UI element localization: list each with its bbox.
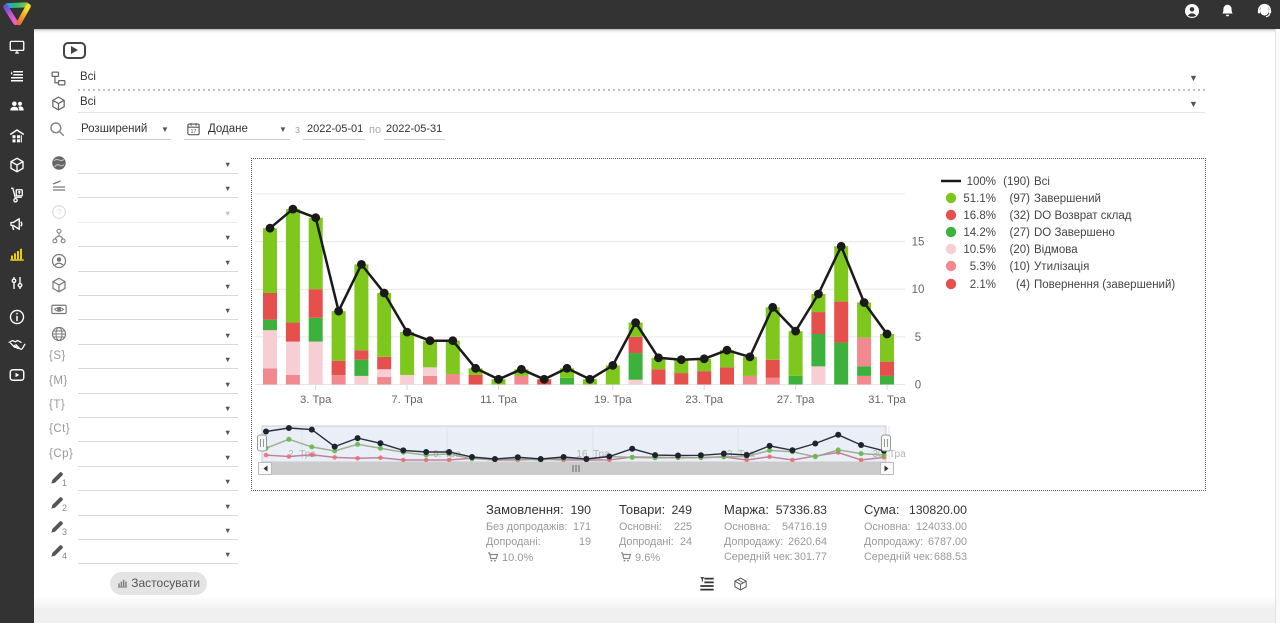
svg-text:19. Тра: 19. Тра	[594, 394, 632, 406]
svg-text:30. Тра: 30. Тра	[872, 449, 906, 460]
svg-text:(32): (32)	[1010, 210, 1031, 222]
svg-text:DO Возврат склад: DO Возврат склад	[1034, 210, 1132, 222]
svg-text:14.2%: 14.2%	[963, 227, 996, 239]
svg-text:Повернення (завершений): Повернення (завершений)	[1034, 279, 1175, 291]
svg-text:16.8%: 16.8%	[963, 210, 996, 222]
svg-text:11. Тра: 11. Тра	[480, 394, 518, 406]
svg-text:27. Тра: 27. Тра	[777, 394, 815, 406]
svg-text:Всі: Всі	[1034, 176, 1050, 188]
svg-text:Відмова: Відмова	[1034, 244, 1078, 256]
svg-text:5.3%: 5.3%	[970, 261, 996, 273]
svg-text:(97): (97)	[1010, 193, 1031, 205]
svg-text:(4): (4)	[1016, 279, 1030, 291]
svg-text:23. Тра: 23. Тра	[685, 394, 723, 406]
svg-text:?: ?	[57, 208, 62, 217]
svg-text:(27): (27)	[1010, 227, 1031, 239]
svg-text:15: 15	[912, 237, 925, 249]
svg-text:51.1%: 51.1%	[963, 193, 996, 205]
svg-text:(190): (190)	[1003, 176, 1030, 188]
svg-text:100%: 100%	[967, 176, 996, 188]
svg-text:Утилізація: Утилізація	[1034, 261, 1089, 273]
svg-text:DO Завершено: DO Завершено	[1034, 227, 1115, 239]
svg-text:16. Тра: 16. Тра	[576, 449, 610, 460]
svg-text:17: 17	[191, 129, 197, 135]
svg-text:0: 0	[915, 380, 921, 392]
svg-text:Завершений: Завершений	[1034, 193, 1101, 205]
svg-text:31. Тра: 31. Тра	[868, 394, 906, 406]
svg-text:10: 10	[912, 284, 925, 296]
svg-text:2.1%: 2.1%	[970, 279, 996, 291]
svg-text:7. Тра: 7. Тра	[391, 394, 423, 406]
svg-text:(20): (20)	[1010, 244, 1031, 256]
svg-text:10.5%: 10.5%	[963, 244, 996, 256]
svg-text:5: 5	[915, 332, 921, 344]
svg-text:2. Тра: 2. Тра	[288, 449, 316, 460]
svg-text:3. Тра: 3. Тра	[300, 394, 332, 406]
svg-text:(10): (10)	[1010, 261, 1031, 273]
